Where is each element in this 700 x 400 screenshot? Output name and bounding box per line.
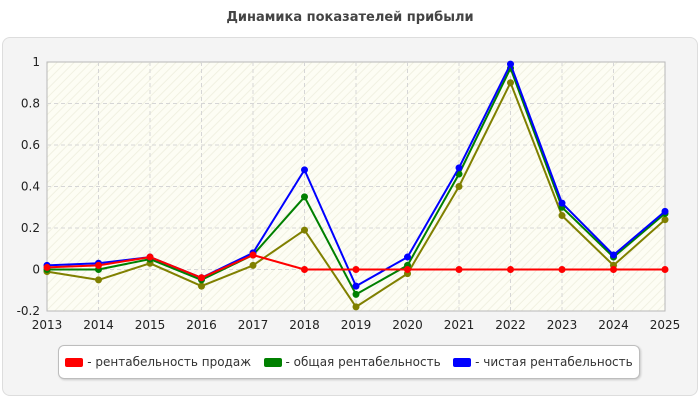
data-point-3 [198,282,205,290]
data-point-1 [301,193,308,201]
y-tick-label: 0.8 [21,97,40,111]
data-point-0 [249,251,257,259]
data-point-3 [249,261,257,269]
legend-swatch [453,357,472,367]
x-tick-label: 2019 [341,318,372,332]
legend-label: - чистая рентабельность [475,355,633,369]
data-point-2 [610,251,617,259]
legend-item-2: - чистая рентабельность [453,355,633,369]
data-point-0 [95,261,102,269]
data-point-0 [146,253,154,261]
y-tick-label: 1 [32,55,40,69]
data-point-3 [507,79,514,87]
x-tick-label: 2017 [238,318,269,332]
x-tick-label: 2016 [186,318,217,332]
series-group [43,60,669,311]
data-point-2 [404,253,411,261]
x-tick-label: 2025 [650,318,681,332]
data-point-2 [558,199,566,207]
data-point-3 [661,216,669,224]
legend-item-0: - рентабельность продаж [65,355,251,369]
x-tick-label: 2023 [547,318,578,332]
data-point-0 [404,266,411,273]
y-axis-labels: -0.2 0 0.2 0.4 0.6 0.8 1 [17,55,40,318]
x-axis-labels: 2013 2014 2015 2016 2017 2018 2019 2020 2021 2022… [32,318,681,332]
legend-label: - рентабельность продаж [87,355,252,369]
data-point-2 [301,166,308,174]
legend: - рентабельность продаж - общая рентабель… [58,345,640,379]
x-tick-label: 2021 [444,318,475,332]
x-tick-label: 2015 [135,318,166,332]
legend-swatch [263,357,282,367]
x-tick-label: 2022 [495,318,526,332]
x-tick-label: 2014 [83,318,114,332]
data-point-0 [455,266,463,273]
y-tick-label: 0.6 [21,138,40,152]
data-point-3 [455,183,463,190]
data-point-3 [352,303,360,311]
data-point-2 [455,164,463,172]
legend-swatch [65,357,84,367]
data-point-0 [507,266,514,273]
data-point-0 [558,266,566,273]
data-point-0 [661,266,669,273]
x-tick-label: 2013 [32,318,63,332]
y-tick-label: 0.4 [21,180,40,194]
y-tick-label: -0.2 [17,304,40,318]
data-point-0 [43,263,51,271]
data-point-0 [301,266,308,273]
data-point-3 [558,212,566,220]
data-point-2 [507,60,514,68]
y-tick-label: 0.2 [21,221,40,235]
data-point-1 [352,290,360,298]
y-tick-label: 0 [32,263,40,277]
x-tick-label: 2020 [392,318,423,332]
data-point-0 [352,266,360,273]
chart-title: Динамика показателей прибыли [226,10,474,25]
data-point-0 [610,266,617,273]
data-point-0 [198,274,205,282]
legend-item-1: - общая рентабельность [263,355,441,369]
legend-label: - общая рентабельность [285,355,441,369]
data-point-2 [352,282,360,290]
data-point-2 [661,207,669,215]
data-point-3 [301,226,308,234]
x-tick-label: 2024 [598,318,629,332]
x-tick-label: 2018 [289,318,320,332]
data-point-3 [95,276,102,284]
